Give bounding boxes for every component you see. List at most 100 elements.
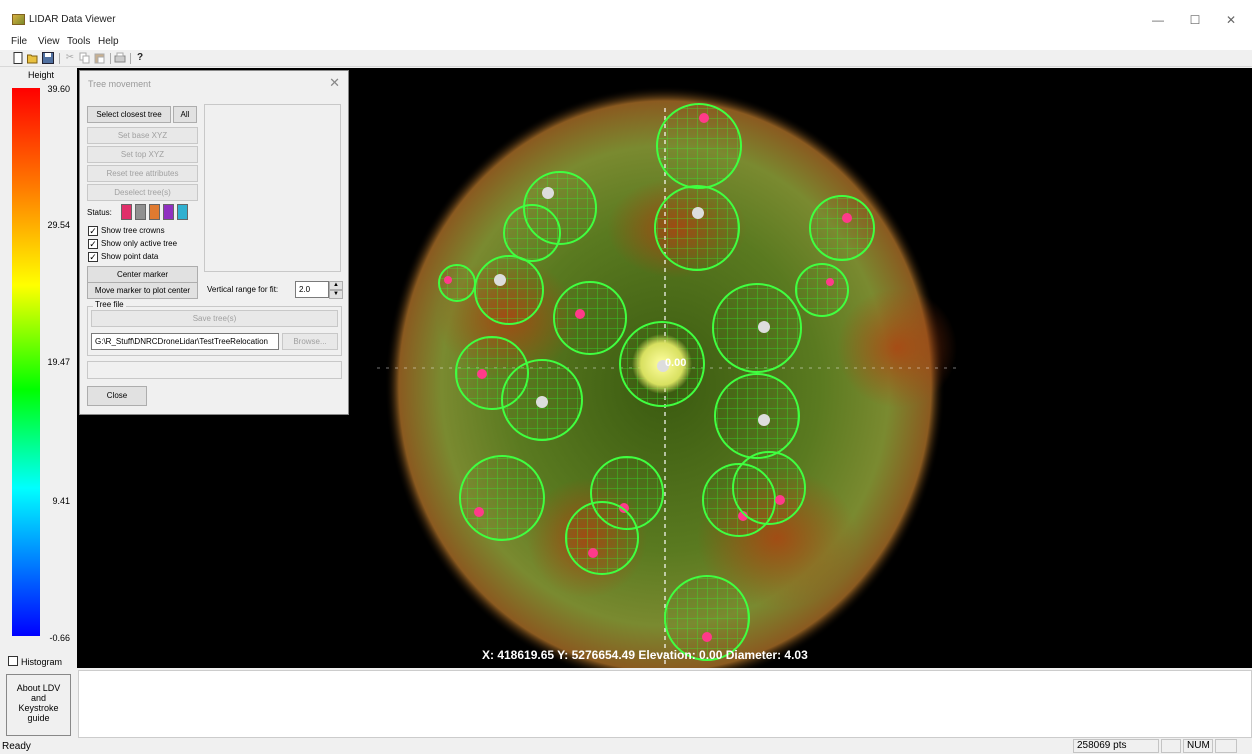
open-icon[interactable] (27, 52, 39, 64)
menu-tools[interactable]: Tools (67, 36, 91, 47)
progress-bar (87, 361, 342, 379)
set-top-xyz-button[interactable]: Set top XYZ (87, 146, 198, 163)
histogram-checkbox[interactable] (8, 656, 18, 666)
coordinate-readout: X: 418619.65 Y: 5276654.49 Elevation: 0.… (482, 648, 808, 662)
show-points-option[interactable]: ✓ Show point data (88, 252, 158, 262)
status-color-1 (122, 205, 131, 219)
minimize-button[interactable]: — (1152, 13, 1164, 27)
menu-file[interactable]: File (11, 36, 28, 47)
legend-tick: 29.54 (47, 220, 70, 230)
save-trees-button[interactable]: Save tree(s) (91, 310, 338, 327)
status-swatch-3[interactable] (149, 204, 160, 220)
about-line: About LDV (16, 683, 61, 693)
cut-icon[interactable]: ✂ (65, 52, 75, 63)
show-active-checkbox[interactable]: ✓ (88, 239, 98, 249)
window-title: LIDAR Data Viewer (29, 14, 116, 25)
tree-crown[interactable] (732, 451, 806, 525)
menu-help[interactable]: Help (98, 36, 119, 47)
tree-crowns[interactable] (438, 103, 875, 661)
move-marker-button[interactable]: Move marker to plot center (87, 282, 198, 299)
tree-crown[interactable] (656, 103, 742, 189)
select-closest-tree-button[interactable]: Select closest tree (87, 106, 171, 123)
status-swatch-5[interactable] (177, 204, 188, 220)
about-line: guide (27, 713, 50, 723)
show-crowns-option[interactable]: ✓ Show tree crowns (88, 226, 165, 236)
histogram-toggle[interactable]: Histogram (8, 656, 62, 667)
dialog-title: Tree movement (88, 79, 151, 89)
about-line: and (30, 693, 47, 703)
dialog-close-icon[interactable]: ✕ (329, 75, 340, 90)
tree-crown[interactable] (654, 185, 740, 271)
menu-bar: File View Tools Help (0, 34, 1252, 50)
toolbar: ✂ ? (0, 50, 1252, 67)
copy-icon[interactable] (79, 52, 91, 64)
save-icon[interactable] (42, 52, 54, 64)
tree-list-panel (204, 104, 341, 272)
tree-crown[interactable] (438, 264, 476, 302)
tree-crown[interactable] (459, 455, 545, 541)
histogram-label: Histogram (21, 657, 63, 667)
tree-crown[interactable] (809, 195, 875, 261)
tree-file-group (87, 306, 342, 356)
menu-view[interactable]: View (38, 36, 60, 47)
point-count: 258069 pts (1073, 739, 1159, 753)
tree-crown[interactable] (565, 501, 639, 575)
center-marker-button[interactable]: Center marker (87, 266, 198, 283)
set-base-xyz-button[interactable]: Set base XYZ (87, 127, 198, 144)
tree-crown[interactable] (714, 373, 800, 459)
about-keystroke-button[interactable]: About LDV and Keystroke guide (6, 674, 71, 736)
show-crowns-label: Show tree crowns (101, 226, 165, 235)
legend-title: Height (27, 70, 54, 80)
center-marker-label: 0.00 (665, 357, 686, 369)
tree-crown[interactable] (474, 255, 544, 325)
reset-tree-attributes-button[interactable]: Reset tree attributes (87, 165, 198, 182)
tree-crown[interactable] (501, 359, 583, 441)
tree-movement-dialog: Tree movement ✕ Select closest tree All … (79, 70, 349, 415)
tree-crown[interactable] (553, 281, 627, 355)
point-cloud-canvas[interactable]: 0.00 (77, 68, 1252, 668)
tree-crown[interactable] (619, 321, 705, 407)
show-points-checkbox[interactable]: ✓ (88, 252, 98, 262)
status-cell-empty (1161, 739, 1181, 753)
spin-down-icon[interactable]: ▼ (329, 290, 343, 299)
show-crowns-checkbox[interactable]: ✓ (88, 226, 98, 236)
vertical-range-label: Vertical range for fit: (207, 285, 279, 294)
tree-file-path-input[interactable]: G:\R_Stuff\DNRCDroneLidar\TestTreeReloca… (91, 333, 279, 350)
vertical-range-input[interactable]: 2.0 (295, 281, 329, 298)
browse-button[interactable]: Browse... (282, 333, 338, 350)
deselect-trees-button[interactable]: Deselect tree(s) (87, 184, 198, 201)
help-icon[interactable]: ? (136, 52, 144, 63)
legend-tick: 19.47 (47, 357, 70, 367)
app-logo-icon (12, 14, 25, 25)
status-swatch-4[interactable] (163, 204, 174, 220)
show-active-label: Show only active tree (101, 239, 178, 248)
status-swatch-1[interactable] (121, 204, 132, 220)
close-window-button[interactable]: ✕ (1225, 13, 1237, 27)
select-all-button[interactable]: All (173, 106, 197, 123)
tree-file-label: Tree file (93, 300, 126, 309)
tree-crown[interactable] (712, 283, 802, 373)
status-swatch-2[interactable] (135, 204, 146, 220)
new-icon[interactable] (12, 52, 24, 64)
status-bar: Ready 258069 pts NUM (0, 738, 1252, 754)
print-icon[interactable] (114, 52, 126, 64)
status-cell-empty (1215, 739, 1237, 753)
close-dialog-button[interactable]: Close (87, 386, 147, 406)
show-active-option[interactable]: ✓ Show only active tree (88, 239, 177, 249)
status-ready: Ready (2, 741, 31, 752)
legend-tick: 9.41 (52, 496, 70, 506)
color-gradient-bar (12, 88, 40, 636)
tree-crown[interactable] (795, 263, 849, 317)
about-line: Keystroke (18, 703, 59, 713)
legend-tick: 39.60 (47, 84, 70, 94)
status-label: Status: (87, 208, 112, 217)
num-lock-indicator: NUM (1183, 739, 1213, 753)
message-log[interactable] (78, 670, 1252, 738)
title-bar: LIDAR Data Viewer — ☐ ✕ (0, 0, 1252, 34)
tree-crown[interactable] (503, 204, 561, 262)
spin-up-icon[interactable]: ▲ (329, 281, 343, 290)
paste-icon[interactable] (94, 52, 106, 64)
tree-crown[interactable] (664, 575, 750, 661)
maximize-button[interactable]: ☐ (1189, 13, 1201, 27)
